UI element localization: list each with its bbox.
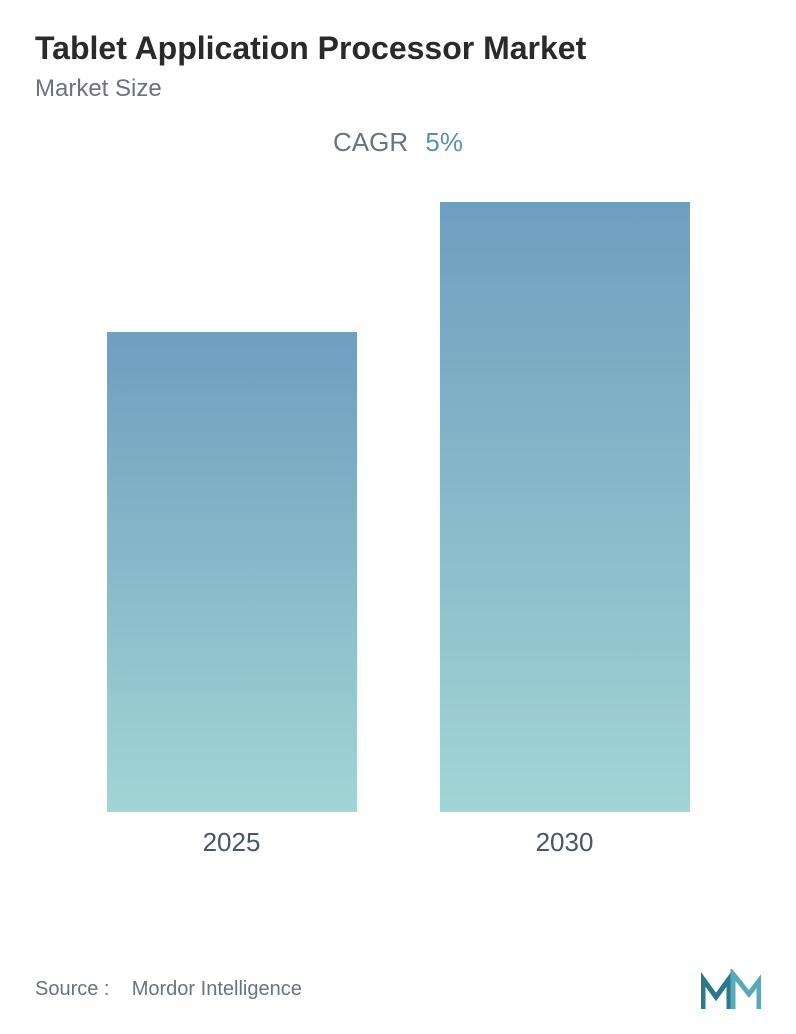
bar-group-1: 2030 [440, 202, 690, 858]
bar-group-0: 2025 [107, 332, 357, 858]
cagr-value: 5% [425, 127, 463, 157]
source-name: Mordor Intelligence [132, 978, 302, 1000]
bar-2025 [107, 332, 357, 812]
chart-footer: Source : Mordor Intelligence [35, 969, 761, 1009]
bar-label-0: 2025 [203, 827, 261, 858]
bar-chart: 2025 2030 [35, 208, 761, 858]
bar-2030 [440, 202, 690, 812]
cagr-display: CAGR 5% [35, 127, 761, 158]
chart-title: Tablet Application Processor Market [35, 30, 761, 67]
source-label: Source : [35, 978, 109, 1000]
source-attribution: Source : Mordor Intelligence [35, 978, 302, 1001]
bar-label-1: 2030 [536, 827, 594, 858]
chart-subtitle: Market Size [35, 75, 761, 103]
cagr-label: CAGR [333, 127, 408, 157]
mordor-logo-icon [701, 969, 761, 1009]
